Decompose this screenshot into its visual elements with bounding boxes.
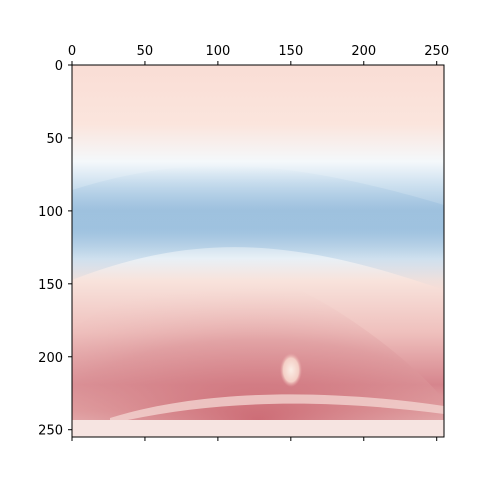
heatmap-light-spot (280, 353, 302, 387)
x-tick-label: 200 (351, 44, 376, 59)
y-tick-label: 0 (55, 59, 63, 74)
heatmap-lower-arc (110, 394, 444, 424)
plot-frame (71, 64, 445, 438)
x-tick-label: 150 (278, 44, 303, 59)
heatmap-red-dome (72, 271, 444, 420)
x-tick-label: 0 (68, 44, 76, 59)
x-tick-label: 250 (424, 44, 449, 59)
y-tick-label: 200 (38, 351, 63, 366)
heatmap-bottom-strip (72, 420, 444, 437)
y-tick-label: 100 (38, 205, 63, 220)
y-tick-label: 50 (46, 132, 63, 147)
y-tick-label: 150 (38, 278, 63, 293)
x-tick-label: 50 (137, 44, 154, 59)
x-tick-label: 100 (205, 44, 230, 59)
heatmap-image (72, 65, 444, 437)
heatmap-blue-band (72, 165, 444, 290)
y-axis-ticks: 0 50 100 150 200 250 (38, 59, 72, 439)
x-axis-ticks: 0 50 100 150 200 250 (68, 44, 449, 441)
y-tick-label: 250 (38, 424, 63, 439)
